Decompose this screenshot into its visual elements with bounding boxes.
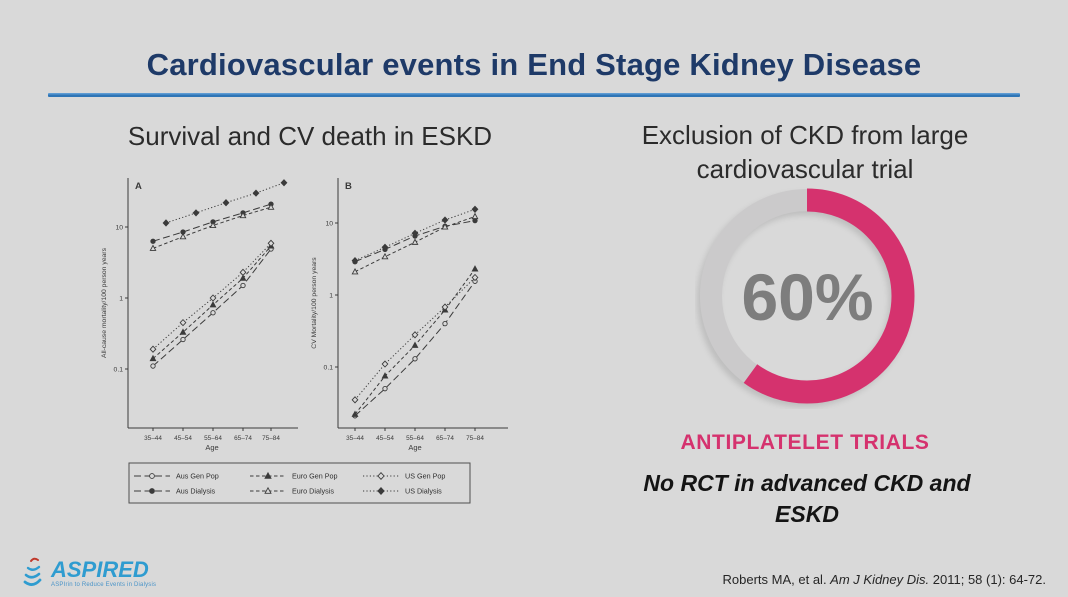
citation: Roberts MA, et al. Am J Kidney Dis. 2011… [723, 572, 1046, 587]
svg-text:0.1: 0.1 [324, 364, 334, 371]
svg-text:55–64: 55–64 [406, 435, 424, 442]
svg-text:Age: Age [205, 443, 218, 452]
svg-text:75–84: 75–84 [262, 435, 280, 442]
svg-text:US Gen Pop: US Gen Pop [405, 472, 445, 481]
donut-chart-svg [699, 188, 915, 404]
svg-text:45–54: 45–54 [174, 435, 192, 442]
svg-text:US Dialysis: US Dialysis [405, 487, 442, 496]
svg-text:1: 1 [119, 295, 123, 302]
svg-text:65–74: 65–74 [234, 435, 252, 442]
aspired-logo-textblock: ASPIRED ASPIrin to Reduce Events in Dial… [51, 557, 157, 589]
aspired-logo-tagline: ASPIrin to Reduce Events in Dialysis [51, 582, 157, 588]
title-underline [48, 93, 1020, 97]
mortality-figure: 0.1 1 10 35–44 45–54 55–64 65–74 75–84 Age All-ca… [101, 178, 508, 504]
svg-text:45–54: 45–54 [376, 435, 394, 442]
svg-text:B: B [345, 181, 352, 192]
page-title: Cardiovascular events in End Stage Kidne… [146, 47, 922, 82]
citation-details: 2011; 58 (1): 64-72. [929, 572, 1046, 587]
svg-text:Euro Gen Pop: Euro Gen Pop [292, 472, 338, 481]
svg-text:Euro Dialysis: Euro Dialysis [292, 487, 334, 496]
antiplatelet-trials-caption: ANTIPLATELET TRIALS [680, 431, 930, 454]
left-section-heading: Survival and CV death in ESKD [127, 121, 493, 151]
donut-chart: 60% [695, 184, 920, 409]
svg-text:65–74: 65–74 [436, 435, 454, 442]
aspired-logo: ASPIRED ASPIrin to Reduce Events in Dial… [22, 554, 156, 588]
citation-journal: Am J Kidney Dis. [830, 572, 930, 587]
donut-value-arc [699, 188, 915, 404]
svg-text:0.1: 0.1 [114, 366, 124, 373]
svg-text:1: 1 [329, 292, 333, 299]
svg-text:75–84: 75–84 [466, 435, 484, 442]
svg-text:55–64: 55–64 [204, 435, 222, 442]
aspired-logo-text: ASPIRED [51, 557, 149, 582]
svg-text:35–44: 35–44 [144, 435, 162, 442]
citation-authors: Roberts MA, et al. [722, 572, 831, 587]
donut-percent-label: 60% [741, 259, 874, 334]
svg-text:A: A [135, 181, 142, 192]
svg-text:Aus Gen Pop: Aus Gen Pop [176, 472, 219, 481]
svg-text:Aus Dialysis: Aus Dialysis [176, 487, 216, 496]
right-section-heading: Exclusion of CKD from large cardiovascul… [641, 120, 969, 185]
svg-text:10: 10 [115, 224, 123, 231]
no-rct-note: No RCT in advanced CKD and ESKD [643, 470, 971, 527]
svg-text:Age: Age [408, 443, 421, 452]
svg-text:35–44: 35–44 [346, 435, 364, 442]
svg-text:10: 10 [325, 220, 333, 227]
svg-text:CV Mortality/100 person years: CV Mortality/100 person years [311, 257, 318, 349]
svg-text:All-cause mortality/100 person: All-cause mortality/100 person years [101, 247, 108, 358]
aspired-logo-icon [23, 557, 42, 586]
